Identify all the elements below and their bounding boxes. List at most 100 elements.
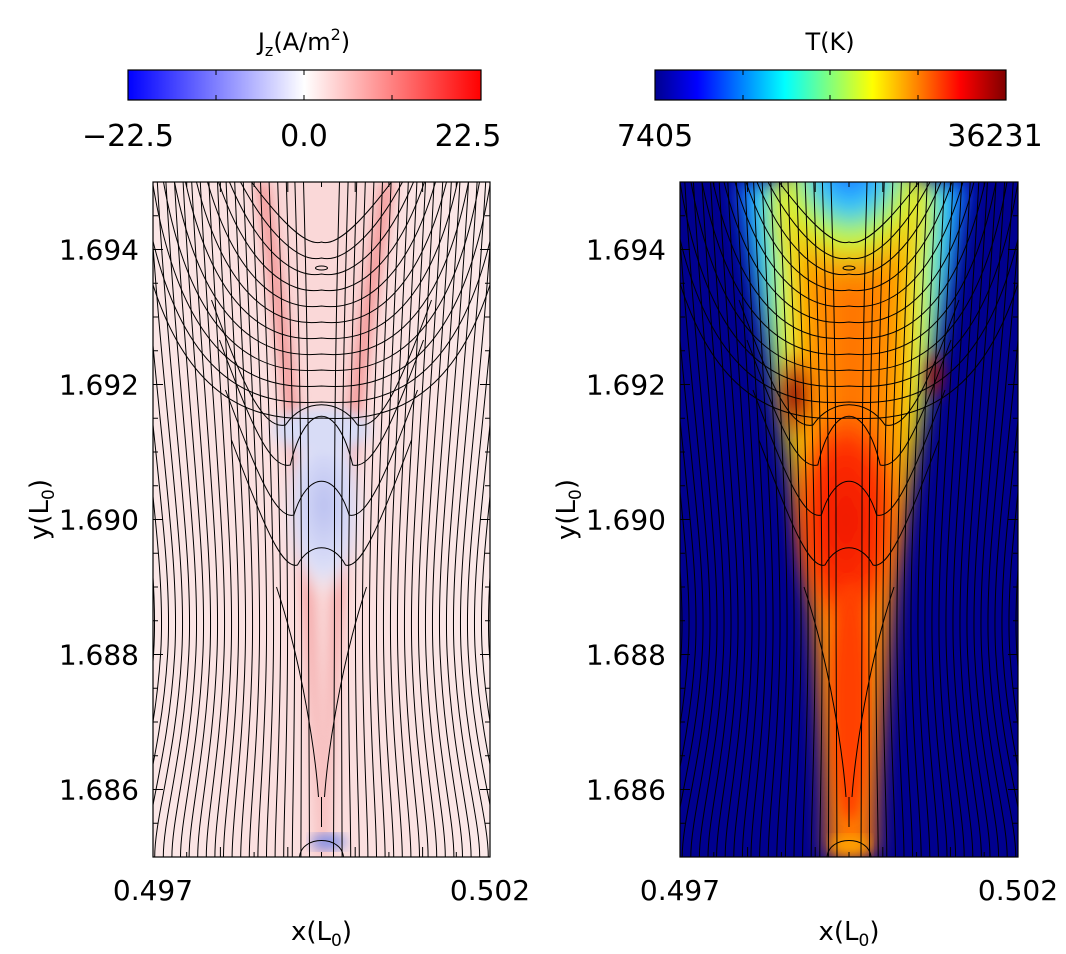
field-line [438, 182, 469, 857]
field-line [690, 182, 1008, 372]
field-line [487, 182, 556, 857]
field-line [217, 182, 240, 857]
field-line [851, 586, 895, 798]
field-line [718, 182, 746, 857]
field-line [251, 182, 392, 244]
field-line [153, 239, 184, 857]
field-line [182, 182, 212, 857]
y-axis-label: y(L0) [552, 479, 586, 540]
field-line [340, 182, 349, 857]
field-line [767, 182, 931, 260]
field-line [680, 562, 683, 673]
y-axis-label: y(L0) [25, 479, 59, 540]
field-line [735, 182, 760, 857]
field-line [268, 182, 282, 857]
x-axis-label: x(L0) [291, 917, 352, 951]
field-line [945, 182, 971, 857]
colorbar-jz: Jz(A/m2) −22.5 0.0 22.5 [82, 25, 501, 154]
field-line [1015, 562, 1018, 673]
field-line [804, 182, 816, 857]
field-line [196, 182, 447, 324]
field-line [701, 182, 732, 857]
colorbar-jz-mid-label: 0.0 [280, 119, 328, 154]
colorbar-jz-min-label: −22.5 [82, 119, 174, 154]
field-line [680, 415, 697, 770]
field-line [0, 182, 8, 857]
x-tick-label: 0.497 [640, 874, 720, 907]
field-line [410, 182, 435, 857]
field-line [756, 182, 942, 276]
field-line [980, 182, 1014, 857]
field-line [680, 334, 704, 811]
field-line [966, 182, 997, 857]
field-line [487, 569, 490, 667]
field-line [1001, 415, 1018, 770]
field-line [860, 182, 868, 857]
field-line [931, 182, 954, 857]
field-line [680, 232, 711, 857]
field-line [375, 182, 392, 857]
field-line [156, 182, 191, 857]
field-line [938, 182, 963, 857]
field-line [163, 182, 480, 372]
field-line [153, 491, 163, 725]
colorbar-temperature-title: T(K) [804, 28, 854, 56]
plot-jz-field [0, 182, 554, 857]
field-line [299, 840, 344, 857]
field-line [324, 586, 367, 798]
field-line [910, 182, 928, 857]
field-line [734, 182, 964, 308]
field-line [207, 182, 436, 308]
field-line [480, 491, 490, 725]
x-tick-label: 0.502 [450, 874, 530, 907]
field-line [973, 182, 1006, 857]
colorbar-jz-title: Jz(A/m2) [256, 25, 350, 60]
field-line [778, 182, 795, 857]
field-line [294, 182, 303, 857]
y-tick-label: 1.690 [586, 504, 666, 537]
field-line [692, 182, 725, 857]
colorbar-temperature: T(K) 7405 36231 [617, 28, 1043, 154]
plot-temperature-contours [487, 182, 1066, 857]
field-line [813, 182, 823, 857]
field-line [251, 182, 268, 857]
field-line [473, 420, 490, 768]
x-point-marker [315, 265, 328, 271]
colorbar-temperature-min-label: 7405 [617, 119, 693, 154]
field-line [821, 182, 830, 857]
field-line [830, 182, 838, 857]
field-line [0, 182, 15, 857]
field-line [727, 182, 753, 857]
field-line [684, 182, 718, 857]
field-line [959, 182, 988, 857]
field-line [826, 840, 872, 857]
field-line [994, 334, 1018, 811]
plot-temperature: 1.686 1.688 1.690 1.692 1.694 0.497 0.502 x(L0)… [487, 181, 1066, 951]
field-line [424, 182, 452, 857]
plot-jz-axes: 1.686 1.688 1.690 1.692 1.694 0.497 0.502 x(L0)… [25, 181, 530, 951]
field-line [431, 182, 461, 857]
field-line [382, 182, 401, 857]
field-line [680, 236, 1018, 404]
field-line [354, 182, 366, 857]
field-line [333, 182, 340, 857]
field-line [745, 182, 953, 292]
field-line [218, 182, 425, 292]
x-axis-label: x(L0) [819, 917, 880, 951]
field-line [924, 182, 945, 857]
field-line [738, 299, 960, 426]
field-line [0, 182, 22, 857]
field-line [680, 281, 1018, 420]
field-line [787, 182, 802, 857]
y-tick-label: 1.686 [586, 774, 666, 807]
field-line [770, 182, 788, 857]
field-line [403, 182, 426, 857]
field-line [191, 182, 219, 857]
field-line [509, 182, 554, 857]
field-line [185, 182, 458, 340]
field-line [303, 182, 310, 857]
field-line [1037, 182, 1066, 857]
field-line [712, 182, 986, 340]
field-line [723, 182, 975, 324]
field-line [495, 182, 537, 857]
